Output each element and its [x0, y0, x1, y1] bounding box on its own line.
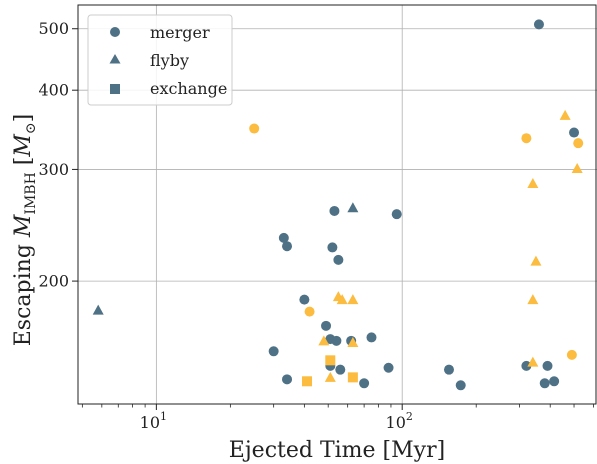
data-point-triangle-orange: [347, 294, 359, 305]
data-point-circle-blue: [455, 380, 466, 391]
x-tick-label-base: 10: [386, 413, 406, 432]
legend: merger flyby exchange: [87, 14, 233, 106]
data-point-triangle-blue: [347, 202, 359, 213]
x-axis-label: Ejected Time [Myr]: [229, 438, 445, 463]
legend-marker-merger: [110, 27, 120, 37]
data-point-triangle-orange: [527, 178, 539, 189]
x-axis-label-main: Ejected Time: [229, 438, 383, 463]
data-point-triangle-orange: [527, 356, 539, 367]
data-point-circle-blue: [331, 335, 342, 346]
legend-label-merger: merger: [150, 23, 210, 42]
data-point-circle-blue: [278, 232, 289, 243]
y-axis-label-unit-close: ]: [11, 114, 36, 123]
y-axis-label-subscript: IMBH: [23, 172, 39, 214]
legend-box: [87, 14, 233, 106]
data-point-triangle-orange: [530, 255, 542, 266]
x-tick-label: 102: [386, 410, 413, 432]
data-point-square-orange: [347, 372, 358, 383]
y-axis-label-unit-open: [: [11, 157, 36, 173]
data-point-circle-blue: [335, 364, 346, 375]
data-point-circle-blue: [327, 242, 338, 253]
x-tick-label-base: 10: [140, 413, 160, 432]
y-axis-label-unit-symbol: M: [11, 134, 36, 158]
y-tick-label: 300: [38, 160, 69, 179]
data-point-triangle-blue: [92, 304, 104, 315]
data-point-circle-blue: [569, 127, 580, 138]
data-point-circle-blue: [366, 332, 377, 343]
data-point-circle-blue: [549, 376, 560, 387]
y-tick-label: 200: [38, 272, 69, 291]
legend-label-exchange: exchange: [150, 79, 227, 98]
x-tick-label: 101: [140, 410, 167, 432]
data-point-circle-blue: [383, 362, 394, 373]
data-point-circle-blue: [542, 360, 553, 371]
data-point-circle-blue: [359, 378, 370, 389]
data-point-circle-orange: [521, 133, 532, 144]
legend-label-flyby: flyby: [150, 51, 189, 70]
legend-marker-exchange: [110, 84, 120, 94]
data-point-circle-orange: [573, 138, 584, 149]
y-axis-label-unit-subscript: ⊙: [23, 122, 39, 134]
data-point-triangle-orange: [324, 371, 336, 382]
data-point-circle-blue: [521, 360, 532, 371]
y-axis-label: Escaping MIMBH [M⊙]: [11, 114, 39, 347]
data-point-circle-blue: [533, 19, 544, 30]
y-tick-label: 400: [38, 81, 69, 100]
data-point-circle-blue: [268, 346, 279, 357]
data-point-triangle-orange: [336, 294, 348, 305]
data-point-triangle-orange: [527, 294, 539, 305]
data-point-square-orange: [325, 355, 336, 366]
data-point-triangle-orange: [347, 337, 359, 348]
data-point-circle-blue: [282, 374, 293, 385]
y-axis-label-main: Escaping: [11, 237, 36, 346]
plot-frame: [77, 4, 597, 405]
data-point-triangle-orange: [318, 335, 330, 346]
data-point-circle-blue: [333, 254, 344, 265]
data-point-circle-blue: [443, 364, 454, 375]
data-point-circle-blue: [321, 320, 332, 331]
points-layer: [92, 19, 584, 391]
data-point-triangle-orange: [559, 109, 571, 120]
legend-marker-flyby: [109, 54, 121, 64]
x-tick-label-exponent: 1: [160, 410, 167, 423]
data-point-circle-orange: [566, 349, 577, 360]
data-point-circle-blue: [329, 205, 340, 216]
data-point-triangle-orange: [571, 163, 583, 174]
data-point-circle-orange: [249, 123, 260, 134]
data-point-circle-orange: [304, 306, 315, 317]
y-tick-label: 500: [38, 19, 69, 38]
data-point-circle-blue: [299, 294, 310, 305]
x-axis-label-unit: [Myr]: [383, 438, 446, 463]
data-point-circle-blue: [391, 209, 402, 220]
data-point-circle-blue: [282, 241, 293, 252]
x-tick-label-exponent: 2: [406, 410, 413, 423]
y-axis-label-symbol: M: [11, 214, 36, 238]
data-point-circle-blue: [539, 378, 550, 389]
data-point-square-orange: [302, 376, 313, 387]
